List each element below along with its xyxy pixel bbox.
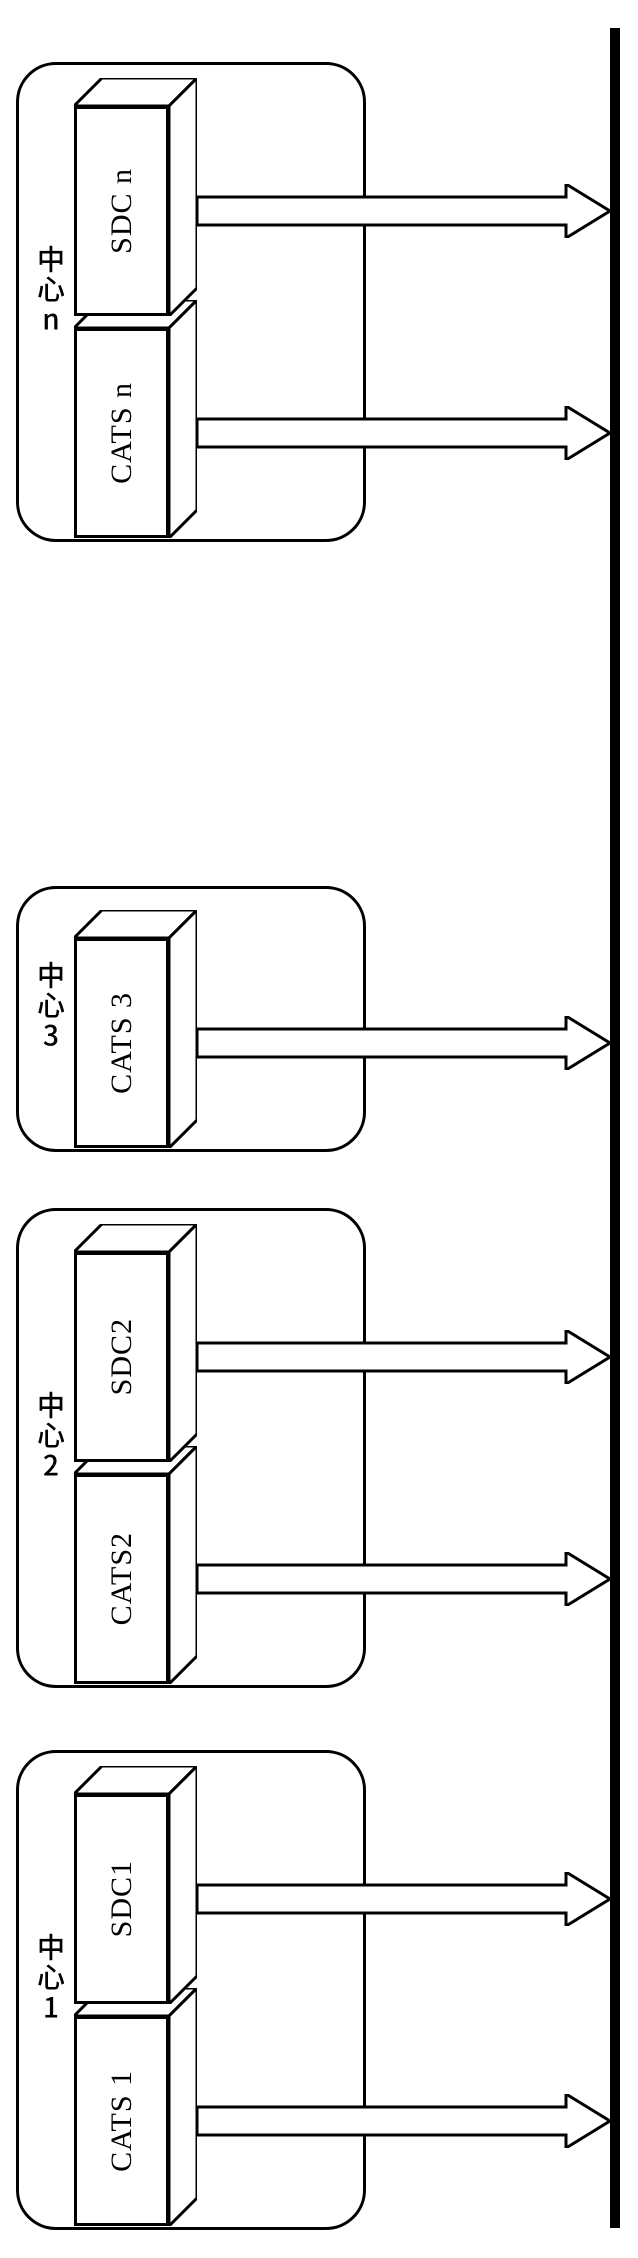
center-label: 中心2 (31, 1391, 71, 1481)
center-label: 中心3 (31, 961, 71, 1051)
node-catsn: CATS n (74, 300, 197, 538)
node-sdc1: SDC1 (74, 1766, 197, 2004)
node-sdcn: SDC n (74, 78, 197, 316)
node-cats3: CATS 3 (74, 910, 197, 1148)
arrow (197, 1016, 610, 1070)
node-label: CATS 3 (105, 992, 139, 1094)
node-label: CATS 1 (105, 2070, 139, 2172)
arrow (197, 406, 610, 460)
node-sdc2: SDC2 (74, 1224, 197, 1462)
node-cats2: CATS2 (74, 1446, 197, 1684)
node-label: SDC n (105, 168, 139, 254)
arrow (197, 1552, 610, 1606)
center-label: 中心1 (31, 1933, 71, 2023)
bus-line (610, 28, 620, 2228)
arrow (197, 1330, 610, 1384)
arrow (197, 2094, 610, 2148)
node-label: CATS2 (105, 1532, 139, 1625)
center-label: 中心n (31, 245, 71, 335)
arrow (197, 184, 610, 238)
node-label: SDC2 (105, 1318, 139, 1395)
node-label: CATS n (105, 382, 139, 484)
arrow (197, 1872, 610, 1926)
node-cats1: CATS 1 (74, 1988, 197, 2226)
node-label: SDC1 (105, 1860, 139, 1937)
